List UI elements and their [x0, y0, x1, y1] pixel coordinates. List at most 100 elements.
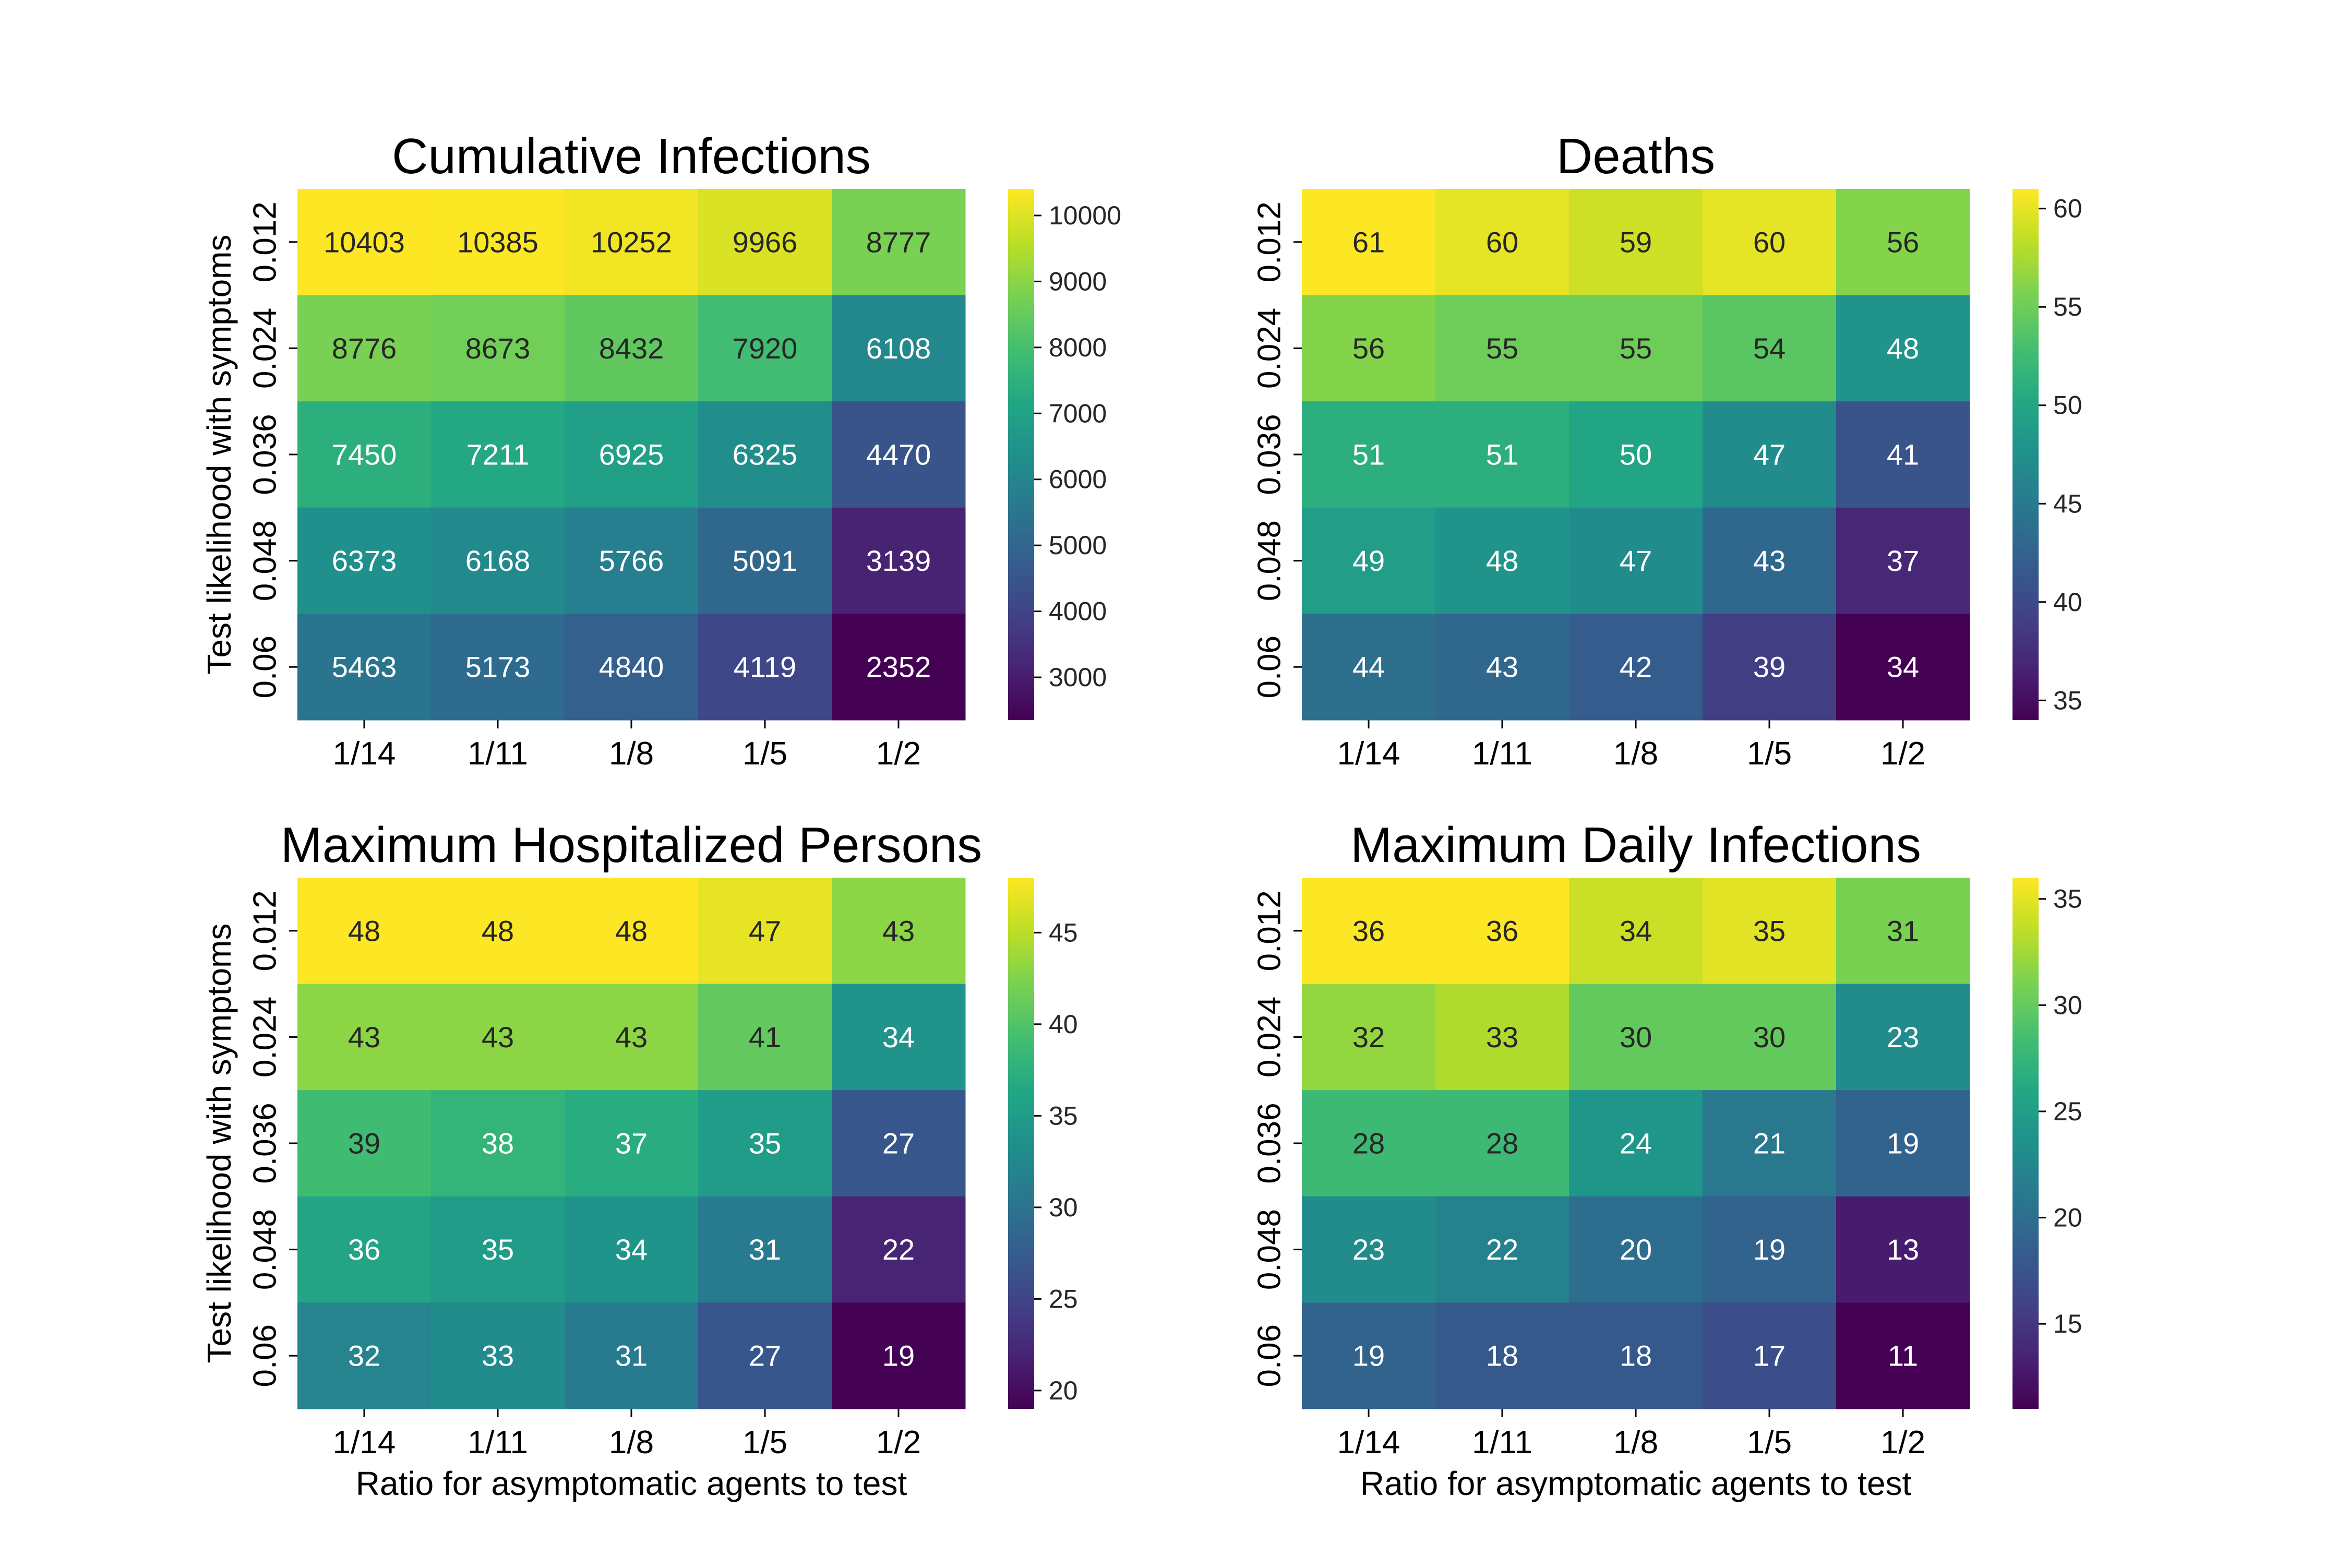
cell-value-label: 44	[1352, 651, 1385, 684]
heatmap-cell	[832, 401, 966, 508]
cell-value-label: 60	[1486, 225, 1518, 258]
colorbar	[1008, 878, 1034, 1409]
y-tick-label: 0.06	[247, 1324, 283, 1387]
cell-value-label: 35	[1753, 914, 1786, 947]
cell-value-label: 2352	[866, 651, 931, 684]
cell-value-label: 39	[1753, 651, 1786, 684]
x-tick-label: 1/11	[468, 1425, 528, 1461]
heatmap-cell	[431, 189, 565, 296]
y-tick-label: 0.048	[247, 520, 283, 601]
cell-value-label: 35	[749, 1127, 781, 1160]
colorbar-tick-label: 30	[1049, 1193, 1078, 1222]
cell-value-label: 19	[1352, 1339, 1385, 1372]
cell-value-label: 39	[348, 1127, 380, 1160]
heatmap-cell	[565, 189, 699, 296]
heatmap-cell	[1435, 1196, 1570, 1303]
cell-value-label: 13	[1887, 1233, 1919, 1266]
heatmap-cell	[832, 189, 966, 296]
heatmap-cell	[297, 401, 432, 508]
cell-value-label: 4119	[734, 651, 796, 684]
cell-value-label: 35	[482, 1233, 514, 1266]
heatmap-cell	[1569, 189, 1703, 296]
heatmap-cell	[431, 1090, 565, 1197]
cell-value-label: 34	[1887, 651, 1919, 684]
colorbar-tick-label: 40	[2053, 588, 2082, 617]
heatmap-cell	[431, 1302, 565, 1409]
colorbar-tick-label: 25	[2053, 1097, 2082, 1126]
heatmap-cell	[1703, 189, 1837, 296]
chart-title: Maximum Daily Infections	[1350, 817, 1921, 873]
cell-value-label: 61	[1352, 225, 1385, 258]
cell-value-label: 43	[882, 914, 915, 947]
cell-value-label: 49	[1352, 544, 1385, 577]
heatmap-cell	[297, 614, 432, 721]
cell-value-label: 48	[482, 914, 514, 947]
heatmap-cell	[698, 295, 832, 402]
cell-value-label: 6168	[465, 544, 531, 577]
cell-value-label: 19	[1887, 1127, 1919, 1160]
x-tick-label: 1/14	[333, 736, 396, 772]
heatmap-cell	[1703, 295, 1837, 402]
y-tick-label: 0.012	[1252, 201, 1288, 282]
heatmap-cell	[698, 1090, 832, 1197]
heatmap-cell	[698, 507, 832, 614]
x-axis-label: Ratio for asymptomatic agents to test	[356, 1465, 907, 1502]
cell-value-label: 33	[1486, 1021, 1518, 1054]
x-tick-label: 1/8	[1613, 1425, 1658, 1461]
heatmap-cell	[1302, 295, 1436, 402]
heatmap-cell	[1569, 1196, 1703, 1303]
heatmap-cell	[565, 614, 699, 721]
heatmap-cell	[698, 984, 832, 1091]
y-axis-label: Test likelihood with symptoms	[200, 235, 238, 675]
x-tick-label: 1/11	[1472, 1425, 1532, 1461]
heatmap-cell	[698, 878, 832, 985]
cell-value-label: 32	[348, 1339, 380, 1372]
cell-value-label: 18	[1620, 1339, 1652, 1372]
x-axis-label: Ratio for asymptomatic agents to test	[1360, 1465, 1912, 1502]
heatmap-cell	[1302, 614, 1436, 721]
cell-value-label: 21	[1753, 1127, 1786, 1160]
colorbar-tick-label: 55	[2053, 292, 2082, 321]
heatmap-cell	[1836, 189, 1970, 296]
y-tick-label: 0.048	[1252, 520, 1288, 601]
cell-value-label: 31	[615, 1339, 648, 1372]
heatmap-cell	[1435, 401, 1570, 508]
heatmap-cell	[1703, 984, 1837, 1091]
cell-value-label: 6373	[332, 544, 397, 577]
cell-value-label: 18	[1486, 1339, 1518, 1372]
heatmap-cell	[832, 1196, 966, 1303]
colorbar-tick-label: 20	[2053, 1203, 2082, 1232]
cell-value-label: 23	[1352, 1233, 1385, 1266]
cell-value-label: 31	[1887, 914, 1919, 947]
chart-title: Deaths	[1556, 128, 1715, 184]
cell-value-label: 48	[1887, 332, 1919, 365]
chart-title: Cumulative Infections	[392, 128, 871, 184]
heatmap-cell	[1435, 1090, 1570, 1197]
heatmap-cell	[431, 984, 565, 1091]
y-tick-label: 0.06	[247, 636, 283, 699]
cell-value-label: 50	[1620, 438, 1652, 471]
cell-value-label: 9966	[733, 225, 798, 258]
heatmap-cell	[297, 1302, 432, 1409]
heatmap-cell	[1302, 1090, 1436, 1197]
heatmap-cell	[832, 1090, 966, 1197]
y-tick-label: 0.048	[247, 1209, 283, 1290]
cell-value-label: 60	[1753, 225, 1786, 258]
cell-value-label: 43	[615, 1021, 648, 1054]
x-tick-label: 1/2	[876, 736, 921, 772]
heatmap-cell	[565, 507, 699, 614]
cell-value-label: 6325	[733, 438, 798, 471]
cell-value-label: 54	[1753, 332, 1786, 365]
heatmap-cell	[1302, 507, 1436, 614]
cell-value-label: 24	[1620, 1127, 1652, 1160]
cell-value-label: 43	[1753, 544, 1786, 577]
cell-value-label: 7920	[733, 332, 798, 365]
cell-value-label: 43	[1486, 651, 1518, 684]
x-tick-label: 1/11	[468, 736, 528, 772]
heatmap-cell	[1435, 507, 1570, 614]
heatmap-cell	[832, 984, 966, 1091]
cell-value-label: 5463	[332, 651, 397, 684]
heatmap-cell	[1569, 295, 1703, 402]
x-tick-label: 1/5	[742, 736, 787, 772]
